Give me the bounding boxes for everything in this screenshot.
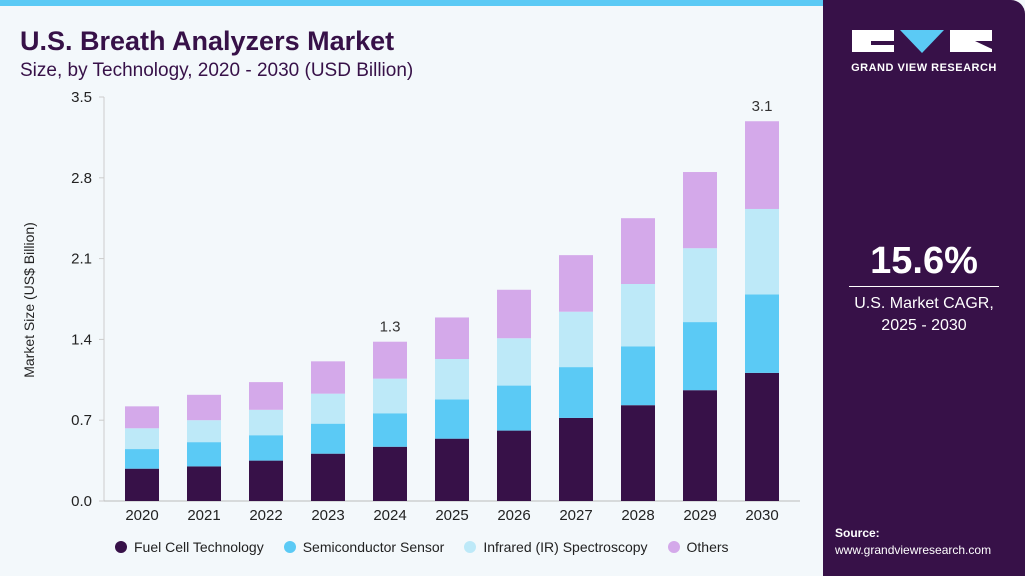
data-label: 1.3	[380, 319, 401, 336]
legend-label: Semiconductor Sensor	[302, 539, 445, 555]
bar-infrared-ir-spectroscopy-2029	[683, 248, 717, 323]
bar-semiconductor-sensor-2024	[373, 413, 407, 447]
legend-item: Fuel Cell Technology	[115, 539, 264, 555]
x-tick-label: 2023	[311, 507, 344, 524]
bar-fuel-cell-technology-2020	[125, 468, 159, 501]
bar-semiconductor-sensor-2020	[125, 449, 159, 469]
x-tick-label: 2027	[559, 507, 592, 524]
bar-fuel-cell-technology-2029	[683, 390, 717, 501]
cagr-value: 15.6%	[870, 240, 978, 282]
legend-swatch	[283, 541, 296, 553]
x-tick-label: 2021	[187, 507, 220, 524]
bar-others-2020	[125, 406, 159, 429]
bar-infrared-ir-spectroscopy-2027	[559, 311, 593, 368]
bar-others-2025	[435, 317, 469, 360]
side-panel: GRAND VIEW RESEARCH 15.6% U.S. Market CA…	[823, 0, 1025, 576]
bar-semiconductor-sensor-2022	[249, 435, 283, 461]
source-heading: Source:	[835, 526, 880, 540]
bar-infrared-ir-spectroscopy-2025	[435, 359, 469, 400]
bar-semiconductor-sensor-2026	[497, 385, 531, 431]
bar-others-2028	[621, 218, 655, 284]
bar-fuel-cell-technology-2022	[249, 460, 283, 501]
legend-swatch	[667, 541, 680, 553]
bar-semiconductor-sensor-2029	[683, 322, 717, 391]
divider	[849, 286, 999, 287]
x-tick-label: 2022	[249, 507, 282, 524]
bar-infrared-ir-spectroscopy-2028	[621, 283, 655, 347]
legend-swatch	[464, 541, 477, 553]
bar-fuel-cell-technology-2025	[435, 438, 469, 501]
bar-others-2021	[187, 394, 221, 421]
gvr-logo	[852, 30, 992, 53]
y-axis-label: Market Size (US$ Billion)	[21, 222, 37, 378]
x-tick-label: 2020	[125, 507, 158, 524]
bar-semiconductor-sensor-2023	[311, 423, 345, 454]
bar-semiconductor-sensor-2030	[745, 294, 779, 373]
chart-subtitle: Size, by Technology, 2020 - 2030 (USD Bi…	[20, 60, 414, 81]
bar-infrared-ir-spectroscopy-2030	[745, 208, 779, 295]
y-tick-label: 1.4	[71, 331, 92, 348]
y-tick-label: 2.1	[71, 251, 92, 268]
x-tick-label: 2028	[621, 507, 654, 524]
bar-fuel-cell-technology-2027	[559, 417, 593, 501]
chart-title: U.S. Breath Analyzers Market	[20, 26, 395, 56]
top-accent-bar	[0, 0, 823, 6]
legend: Fuel Cell Technology Semiconductor Sensor…	[115, 539, 729, 555]
bar-others-2026	[497, 289, 531, 339]
bar-others-2022	[249, 382, 283, 410]
legend-label: Fuel Cell Technology	[134, 539, 264, 555]
legend-label: Infrared (IR) Spectroscopy	[483, 539, 648, 555]
bar-fuel-cell-technology-2028	[621, 405, 655, 501]
legend-swatch	[115, 541, 127, 553]
bar-semiconductor-sensor-2027	[559, 367, 593, 418]
data-label: 3.1	[752, 98, 773, 115]
legend-item: Others	[667, 539, 729, 555]
bar-others-2023	[311, 361, 345, 394]
bar-fuel-cell-technology-2030	[745, 372, 779, 501]
bar-others-2027	[559, 255, 593, 312]
x-tick-label: 2030	[745, 507, 778, 524]
bar-fuel-cell-technology-2023	[311, 453, 345, 501]
legend-label: Others	[686, 539, 729, 555]
x-tick-label: 2024	[373, 507, 406, 524]
bar-infrared-ir-spectroscopy-2022	[249, 409, 283, 436]
stacked-bar-chart: Market Size (US$ Billion) 0.0 0.7 1.4 2.1 2.8…	[21, 89, 800, 524]
bar-infrared-ir-spectroscopy-2021	[187, 420, 221, 443]
bar-semiconductor-sensor-2025	[435, 399, 469, 439]
cagr-label: U.S. Market CAGR, 2025 - 2030	[823, 293, 1025, 337]
bar-semiconductor-sensor-2028	[621, 346, 655, 406]
legend-item: Infrared (IR) Spectroscopy	[464, 539, 648, 555]
bar-others-2024	[373, 341, 407, 379]
bar-infrared-ir-spectroscopy-2024	[373, 378, 407, 414]
y-tick-label: 0.0	[71, 493, 92, 510]
bar-semiconductor-sensor-2021	[187, 442, 221, 467]
y-tick-label: 2.8	[71, 170, 92, 187]
bar-infrared-ir-spectroscopy-2026	[497, 338, 531, 386]
bar-fuel-cell-technology-2021	[187, 466, 221, 501]
y-tick-label: 0.7	[71, 412, 92, 429]
legend-item: Semiconductor Sensor	[283, 539, 445, 555]
x-tick-label: 2029	[683, 507, 716, 524]
y-tick-label: 3.5	[71, 89, 92, 106]
brand-name: GRAND VIEW RESEARCH	[851, 62, 997, 74]
bar-infrared-ir-spectroscopy-2020	[125, 428, 159, 450]
cagr-label-line2: 2025 - 2030	[881, 317, 967, 334]
x-tick-label: 2026	[497, 507, 530, 524]
bar-others-2029	[683, 172, 717, 249]
cagr-label-line1: U.S. Market CAGR,	[854, 295, 994, 312]
bar-infrared-ir-spectroscopy-2023	[311, 393, 345, 424]
source-link[interactable]: www.grandviewresearch.com	[835, 543, 992, 557]
x-tick-label: 2025	[435, 507, 468, 524]
bar-fuel-cell-technology-2026	[497, 430, 531, 501]
bar-fuel-cell-technology-2024	[373, 446, 407, 501]
bar-others-2030	[745, 121, 779, 209]
